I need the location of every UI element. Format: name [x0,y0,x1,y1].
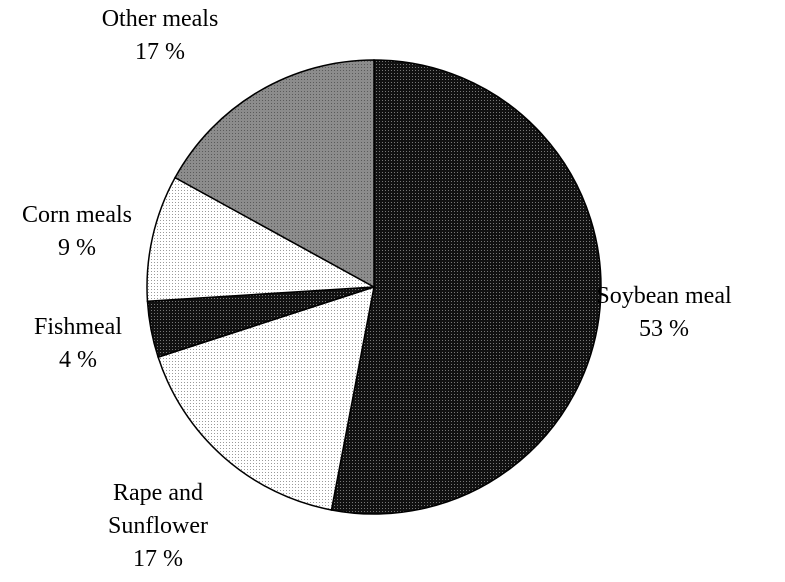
slice-value-label: 9 % [58,235,96,261]
slice-label-soybean-meal: Soybean meal 53 % [596,283,732,342]
slice-name-label: Corn meals [22,202,132,228]
slice-value-label: 53 % [639,316,689,342]
pie-slice-corn-meals [146,176,377,303]
slice-value-label: 4 % [59,347,97,373]
slice-name-label: Fishmeal [34,314,122,340]
pie-slice-other-meals [174,59,375,289]
pie-slice-soybean-meal [330,59,602,515]
slice-name-label: Soybean meal [596,283,732,309]
pie-slice-rape-and-sunflower [157,285,375,511]
pie-slices [146,59,602,515]
slice-value-label: 17 % [135,39,185,65]
pie-labels: Soybean meal 53 % Rape and Sunflower 17 % Fis… [22,6,732,572]
slice-label-rape-and-sunflower: Rape and Sunflower 17 % [108,480,208,572]
slice-name-label: Rape and [113,480,203,506]
slice-value-label: 17 % [133,546,183,572]
slice-name-label: Other meals [102,6,219,32]
slice-name-label: Sunflower [108,513,208,539]
slice-label-fishmeal: Fishmeal 4 % [34,314,122,373]
slice-label-corn-meals: Corn meals 9 % [22,202,132,261]
slice-label-other-meals: Other meals 17 % [102,6,219,65]
